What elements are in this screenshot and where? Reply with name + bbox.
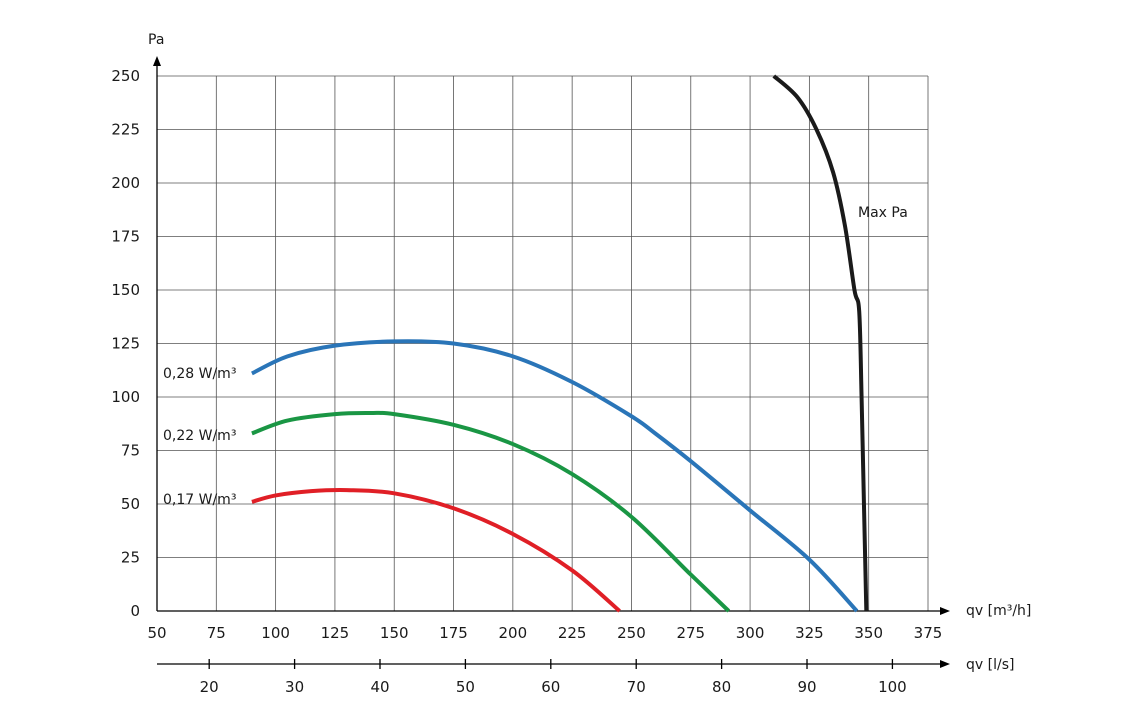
y-tick-label-75: 75 — [121, 442, 140, 460]
series-line-2 — [251, 487, 621, 613]
y-tick-label-125: 125 — [111, 335, 140, 353]
series-label-max-pa: Max Pa — [858, 205, 908, 221]
secondary-tick-label-90: 90 — [797, 678, 816, 696]
x-tick-label-50: 50 — [147, 624, 166, 642]
secondary-tick-label-30: 30 — [285, 678, 304, 696]
x-axis-label-secondary: qv [l/s] — [966, 657, 1014, 673]
x-tick-label-275: 275 — [676, 624, 705, 642]
y-axis-label: Pa — [148, 32, 164, 48]
y-tick-label-250: 250 — [111, 67, 140, 85]
x-tick-label-300: 300 — [736, 624, 765, 642]
x-tick-label-150: 150 — [380, 624, 409, 642]
x-tick-label-250: 250 — [617, 624, 646, 642]
grid-lines — [157, 75, 929, 611]
x-axis-label-primary: qv [m³/h] — [966, 603, 1031, 619]
y-tick-label-150: 150 — [111, 281, 140, 299]
series-line-1 — [251, 410, 731, 613]
y-tick-label-175: 175 — [111, 228, 140, 246]
secondary-tick-label-70: 70 — [627, 678, 646, 696]
x-tick-label-200: 200 — [499, 624, 528, 642]
y-tick-label-50: 50 — [121, 495, 140, 513]
labels: Pa qv [m³/h] qv [l/s] 0,28 W/m³ 0,22 W/m… — [148, 32, 1031, 673]
secondary-tick-label-40: 40 — [370, 678, 389, 696]
series-line-0 — [250, 339, 859, 613]
x-tick-label-375: 375 — [914, 624, 943, 642]
secondary-axis-arrow — [940, 660, 950, 668]
y-tick-label-100: 100 — [111, 388, 140, 406]
series-label-017: 0,17 W/m³ — [163, 492, 236, 508]
secondary-tick-label-100: 100 — [878, 678, 907, 696]
secondary-tick-label-50: 50 — [456, 678, 475, 696]
series-label-022: 0,22 W/m³ — [163, 428, 236, 444]
y-tick-label-200: 200 — [111, 174, 140, 192]
x-tick-label-125: 125 — [321, 624, 350, 642]
series-label-028: 0,28 W/m³ — [163, 366, 236, 382]
secondary-tick-label-80: 80 — [712, 678, 731, 696]
y-tick-label-25: 25 — [121, 549, 140, 567]
series-line-3 — [772, 74, 869, 612]
x-tick-label-75: 75 — [207, 624, 226, 642]
x-tick-label-100: 100 — [261, 624, 290, 642]
y-tick-label-225: 225 — [111, 121, 140, 139]
axes: 50 75 100 125 150 175 200 225 250 275 300 325 350 375… — [111, 56, 950, 696]
x-tick-label-175: 175 — [439, 624, 468, 642]
series-curves — [250, 74, 869, 613]
x-tick-label-225: 225 — [558, 624, 587, 642]
y-axis-arrow — [153, 56, 161, 66]
x-axis-arrow — [940, 607, 950, 615]
secondary-tick-label-60: 60 — [541, 678, 560, 696]
y-tick-label-0: 0 — [130, 602, 140, 620]
x-tick-label-325: 325 — [795, 624, 824, 642]
x-tick-label-350: 350 — [854, 624, 883, 642]
secondary-tick-label-20: 20 — [200, 678, 219, 696]
